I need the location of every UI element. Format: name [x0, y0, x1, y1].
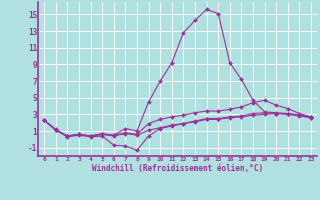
X-axis label: Windchill (Refroidissement éolien,°C): Windchill (Refroidissement éolien,°C) [92, 164, 263, 173]
